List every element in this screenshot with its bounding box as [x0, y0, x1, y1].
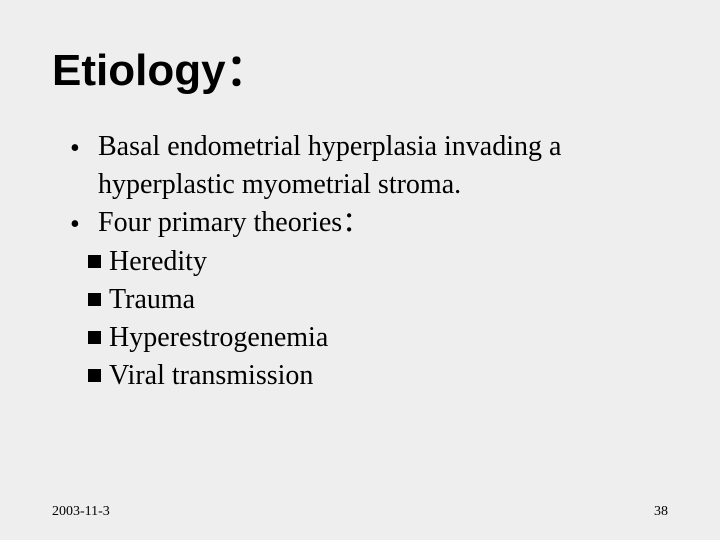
sub-bullet-text: Heredity	[109, 243, 207, 281]
slide-body: • Basal endometrial hyperplasia invading…	[70, 128, 670, 395]
square-icon	[88, 293, 101, 306]
bullet-text: Four primary theories：	[98, 204, 670, 242]
sub-bullet-text: Hyperestrogenemia	[109, 319, 328, 357]
footer-page-number: 38	[654, 504, 668, 520]
sub-bullet-item: Hyperestrogenemia	[88, 319, 670, 357]
sub-bullet-text: Viral transmission	[109, 357, 313, 395]
footer-date: 2003-11-3	[52, 504, 110, 520]
sub-bullet-text: Trauma	[109, 281, 195, 319]
sub-bullet-item: Viral transmission	[88, 357, 670, 395]
square-icon	[88, 369, 101, 382]
sub-bullet-item: Trauma	[88, 281, 670, 319]
bullet-marker: •	[70, 204, 98, 244]
bullet-item: • Basal endometrial hyperplasia invading…	[70, 128, 670, 204]
sub-bullet-item: Heredity	[88, 243, 670, 281]
square-icon	[88, 255, 101, 268]
bullet-text: Basal endometrial hyperplasia invading a…	[98, 128, 670, 204]
slide: Etiology： • Basal endometrial hyperplasi…	[0, 0, 720, 540]
slide-title: Etiology：	[52, 34, 270, 98]
bullet-item: • Four primary theories：	[70, 204, 670, 244]
square-icon	[88, 331, 101, 344]
bullet-marker: •	[70, 128, 98, 168]
